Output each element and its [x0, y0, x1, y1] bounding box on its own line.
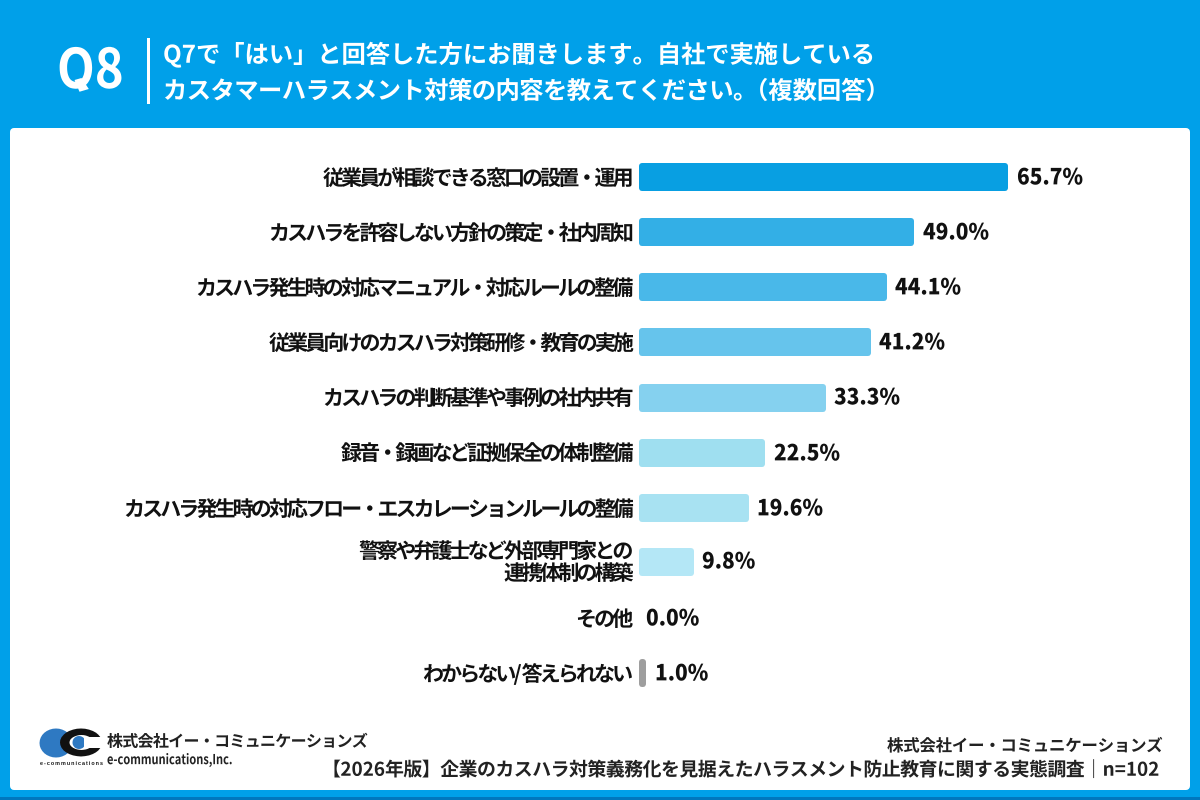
svg-text:e-communications: e-communications — [40, 761, 103, 767]
